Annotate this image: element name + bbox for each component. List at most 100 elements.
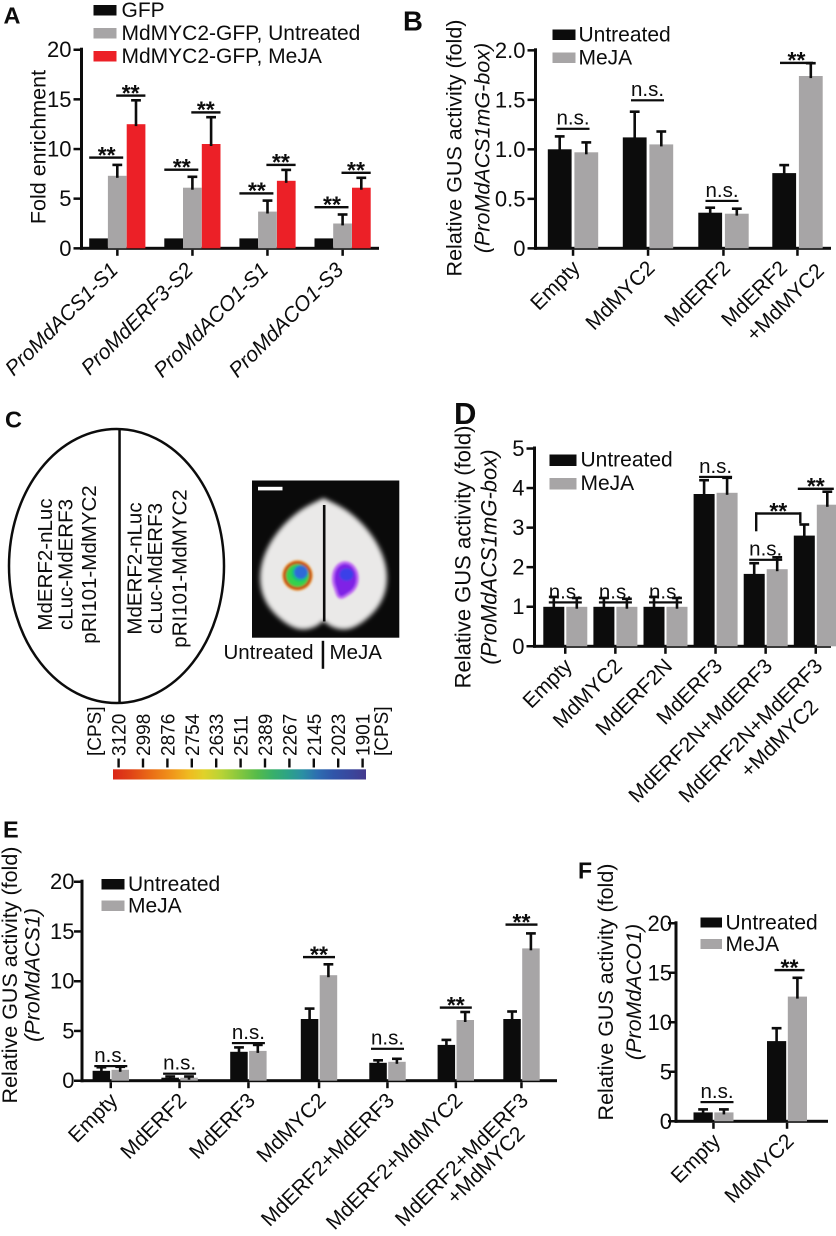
svg-text:n.s.: n.s. [163, 1052, 196, 1075]
svg-text:15: 15 [50, 919, 74, 944]
svg-text:n.s.: n.s. [649, 580, 682, 603]
svg-text:1: 1 [512, 594, 524, 619]
svg-text:(ProMdACS1): (ProMdACS1) [21, 908, 45, 1042]
svg-text:2267: 2267 [280, 714, 301, 756]
svg-text:0.5: 0.5 [495, 186, 526, 211]
svg-text:MeJA: MeJA [726, 933, 780, 956]
svg-text:Relative GUS activity (fold): Relative GUS activity (fold) [451, 426, 476, 689]
svg-text:**: ** [781, 954, 799, 980]
svg-text:Untreated: Untreated [223, 641, 313, 664]
svg-text:Empty: Empty [667, 1129, 726, 1188]
svg-text:**: ** [272, 149, 290, 175]
svg-text:Relative GUS activity (fold): Relative GUS activity (fold) [443, 20, 467, 277]
svg-text:0: 0 [512, 634, 524, 659]
svg-text:[CPS]: [CPS] [85, 706, 106, 756]
svg-text:2389: 2389 [256, 714, 277, 756]
svg-text:B: B [403, 6, 423, 37]
svg-text:n.s.: n.s. [699, 455, 732, 478]
svg-text:2145: 2145 [305, 714, 326, 756]
svg-text:n.s.: n.s. [549, 580, 582, 603]
svg-text:(ProMdACS1mG-box): (ProMdACS1mG-box) [477, 449, 502, 664]
svg-text:10: 10 [47, 137, 71, 162]
svg-text:**: ** [447, 992, 465, 1018]
svg-text:**: ** [807, 473, 825, 499]
svg-text:(ProMdACS1mG-box): (ProMdACS1mG-box) [471, 43, 495, 253]
svg-text:n.s.: n.s. [631, 78, 664, 101]
svg-text:2998: 2998 [134, 714, 155, 756]
svg-text:0: 0 [62, 1068, 74, 1093]
svg-text:2633: 2633 [207, 714, 228, 756]
svg-text:n.s.: n.s. [556, 107, 589, 130]
svg-text:Untreated: Untreated [726, 912, 818, 935]
svg-text:MeJA: MeJA [581, 472, 635, 495]
svg-text:Fold enrichment: Fold enrichment [27, 70, 51, 224]
svg-text:15: 15 [648, 960, 672, 985]
svg-text:(ProMdACO1): (ProMdACO1) [622, 924, 646, 1060]
svg-text:10: 10 [648, 1010, 672, 1035]
svg-text:Empty: Empty [64, 1089, 123, 1148]
svg-text:Empty: Empty [526, 256, 585, 315]
svg-text:Untreated: Untreated [128, 873, 220, 896]
svg-text:**: ** [173, 154, 191, 180]
svg-text:n.s.: n.s. [232, 1021, 265, 1044]
svg-text:[CPS]: [CPS] [372, 706, 393, 756]
svg-text:Untreated: Untreated [581, 449, 673, 472]
svg-text:MdERF2-nLuc: MdERF2-nLuc [34, 498, 57, 630]
svg-text:2876: 2876 [158, 714, 179, 756]
svg-text:n.s.: n.s. [94, 1044, 127, 1067]
svg-text:**: ** [98, 142, 116, 168]
svg-text:n.s.: n.s. [700, 1080, 733, 1103]
svg-text:MeJA: MeJA [579, 47, 633, 70]
svg-text:MdERF2+MdERF3+MdMYC2: MdERF2+MdERF3+MdMYC2 [391, 1089, 548, 1236]
svg-text:MdMYC2: MdMYC2 [581, 257, 659, 335]
svg-text:3: 3 [512, 515, 524, 540]
svg-text:n.s.: n.s. [371, 1027, 404, 1050]
svg-text:MdERF2+MdERF3: MdERF2+MdERF3 [257, 1089, 399, 1231]
svg-text:**: ** [788, 47, 806, 73]
svg-text:MdERF2-nLuc: MdERF2-nLuc [124, 502, 147, 634]
svg-text:n.s.: n.s. [749, 538, 782, 561]
svg-text:MdERF3: MdERF3 [185, 1089, 260, 1164]
svg-text:**: ** [310, 941, 328, 967]
svg-text:**: ** [347, 157, 365, 183]
svg-text:**: ** [323, 192, 341, 218]
svg-text:1.5: 1.5 [495, 87, 526, 112]
svg-text:MdMYC2-GFP, Untreated: MdMYC2-GFP, Untreated [122, 22, 361, 45]
svg-text:F: F [578, 858, 592, 884]
svg-text:2: 2 [512, 555, 524, 580]
svg-text:GFP: GFP [122, 0, 165, 22]
svg-text:20: 20 [50, 869, 74, 894]
svg-text:5: 5 [660, 1059, 672, 1084]
svg-text:**: ** [197, 97, 215, 123]
svg-text:0: 0 [660, 1109, 672, 1134]
svg-text:MdERF2+MdMYC2: MdERF2+MdMYC2 [717, 240, 829, 352]
svg-text:MeJA: MeJA [330, 641, 383, 664]
svg-text:0: 0 [513, 236, 525, 261]
svg-text:Relative GUS activity (fold): Relative GUS activity (fold) [594, 864, 618, 1121]
svg-text:C: C [5, 407, 22, 433]
svg-text:A: A [4, 2, 21, 28]
svg-text:pRI101-MdMYC2: pRI101-MdMYC2 [78, 485, 101, 643]
svg-text:D: D [454, 396, 476, 431]
svg-text:E: E [3, 817, 19, 843]
svg-text:4: 4 [512, 476, 524, 501]
svg-text:3120: 3120 [110, 714, 131, 756]
svg-text:15: 15 [47, 87, 71, 112]
svg-text:**: ** [769, 498, 787, 524]
svg-text:2754: 2754 [183, 713, 204, 756]
svg-text:20: 20 [648, 911, 672, 936]
svg-text:1901: 1901 [354, 714, 375, 756]
svg-text:0: 0 [59, 236, 71, 261]
svg-text:Untreated: Untreated [579, 24, 671, 47]
svg-text:5: 5 [62, 1019, 74, 1044]
svg-text:5: 5 [512, 436, 524, 461]
svg-text:20: 20 [47, 37, 71, 62]
svg-text:5: 5 [59, 186, 71, 211]
svg-text:pRI101-MdMYC2: pRI101-MdMYC2 [169, 489, 192, 647]
svg-text:cLuc-MdERF3: cLuc-MdERF3 [144, 503, 167, 634]
svg-text:n.s.: n.s. [599, 580, 632, 603]
svg-text:2.0: 2.0 [495, 38, 526, 63]
svg-text:n.s.: n.s. [705, 179, 738, 202]
svg-text:1.0: 1.0 [495, 137, 526, 162]
svg-text:**: ** [248, 178, 266, 204]
